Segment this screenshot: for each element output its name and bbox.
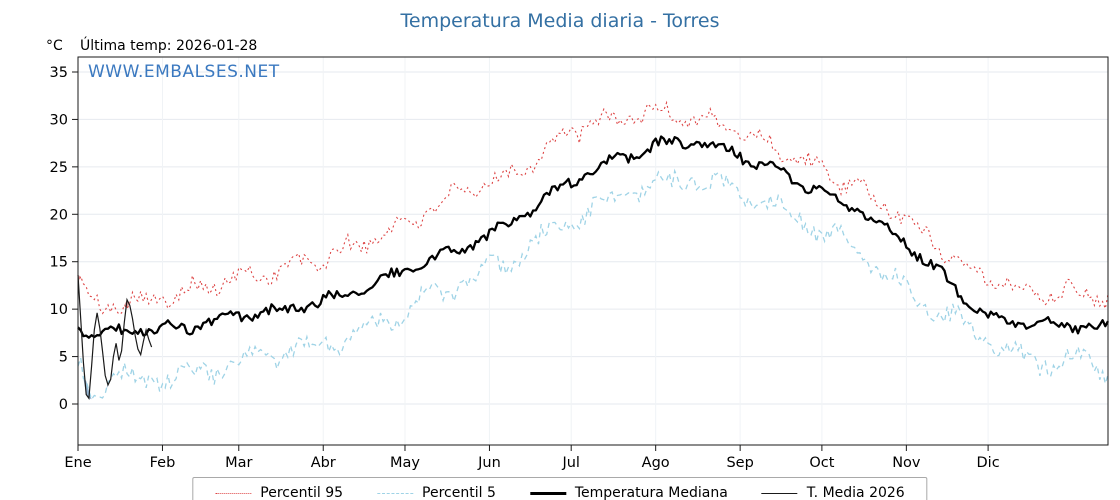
legend-item-t2026: T. Media 2026 bbox=[761, 485, 905, 500]
legend-line-p5-icon bbox=[377, 492, 414, 494]
legend-item-p95: Percentil 95 bbox=[215, 485, 343, 500]
chart-title: Temperatura Media diaria - Torres bbox=[400, 10, 720, 32]
x-tick-label: Ene bbox=[64, 455, 91, 471]
y-tick-label: 0 bbox=[59, 397, 68, 413]
y-tick-label: 20 bbox=[50, 207, 68, 223]
chart-legend: Percentil 95 Percentil 5 Temperatura Med… bbox=[192, 477, 928, 500]
x-tick-label: Nov bbox=[892, 455, 921, 471]
y-tick-label: 10 bbox=[50, 302, 68, 318]
x-tick-label: May bbox=[390, 455, 420, 471]
x-tick-label: Ago bbox=[642, 455, 670, 471]
y-tick-label: 5 bbox=[59, 350, 68, 366]
x-tick-label: Oct bbox=[809, 455, 834, 471]
y-tick-label: 35 bbox=[50, 65, 68, 81]
mediana-line bbox=[77, 135, 1110, 339]
legend-label-p95: Percentil 95 bbox=[260, 485, 344, 500]
x-tick-label: Sep bbox=[726, 455, 753, 471]
x-tick-label: Jun bbox=[477, 455, 501, 471]
legend-item-p5: Percentil 5 bbox=[377, 485, 496, 500]
x-tick-label: Jul bbox=[561, 455, 580, 471]
legend-line-p95-icon bbox=[215, 492, 252, 494]
percentil-95-line bbox=[77, 100, 1109, 316]
legend-label-t2026: T. Media 2026 bbox=[806, 485, 905, 500]
legend-item-median: Temperatura Mediana bbox=[529, 485, 728, 500]
x-tick-label: Mar bbox=[225, 455, 252, 471]
percentil-5-line bbox=[77, 168, 1109, 401]
watermark: WWW.EMBALSES.NET bbox=[88, 62, 280, 82]
t-media-2026-line bbox=[77, 274, 153, 400]
legend-line-t2026-icon bbox=[761, 492, 798, 494]
x-tick-label: Abr bbox=[311, 455, 336, 471]
last-temp-label: Última temp: 2026-01-28 bbox=[80, 38, 258, 54]
x-tick-label: Dic bbox=[977, 455, 1000, 471]
legend-label-median: Temperatura Mediana bbox=[574, 485, 728, 500]
y-tick-label: 15 bbox=[50, 255, 68, 271]
axis-box bbox=[77, 56, 1109, 446]
y-tick-label: 30 bbox=[50, 112, 68, 128]
legend-line-median-icon bbox=[529, 491, 566, 495]
y-tick-label: 25 bbox=[50, 160, 68, 176]
legend-label-p5: Percentil 5 bbox=[422, 485, 496, 500]
y-axis-unit: °C bbox=[46, 38, 63, 54]
x-tick-label: Feb bbox=[150, 455, 176, 471]
